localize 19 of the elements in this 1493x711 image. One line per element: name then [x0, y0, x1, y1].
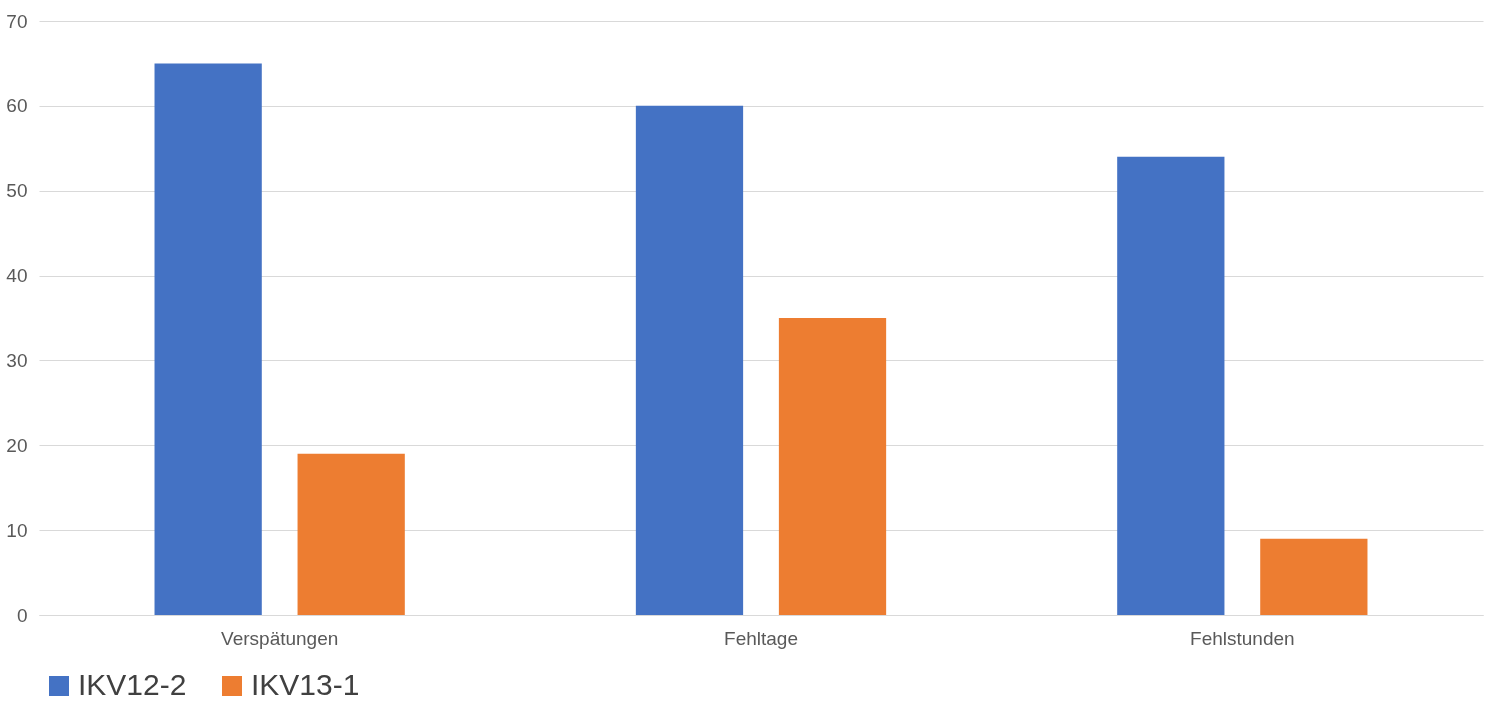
bar [778, 318, 887, 615]
y-tick-label: 40 [6, 265, 28, 287]
bar [635, 105, 744, 615]
y-tick-label: 60 [6, 95, 28, 117]
x-tick-label: Fehltage [724, 627, 798, 649]
x-tick-label: Fehlstunden [1190, 627, 1295, 649]
y-tick-label: 20 [6, 434, 28, 456]
legend-label: IKV12-2 [78, 668, 187, 701]
x-tick-label: Verspätungen [221, 627, 339, 649]
y-tick-label: 0 [16, 604, 28, 626]
bar [1260, 538, 1368, 615]
bar [1117, 156, 1225, 615]
y-tick-label: 50 [6, 180, 28, 202]
bar [297, 453, 405, 615]
y-tick-label: 10 [6, 519, 28, 541]
bar [154, 63, 262, 615]
legend-label: IKV13-1 [251, 668, 360, 701]
y-tick-label: 30 [6, 349, 28, 371]
y-tick-label: 70 [6, 10, 28, 32]
